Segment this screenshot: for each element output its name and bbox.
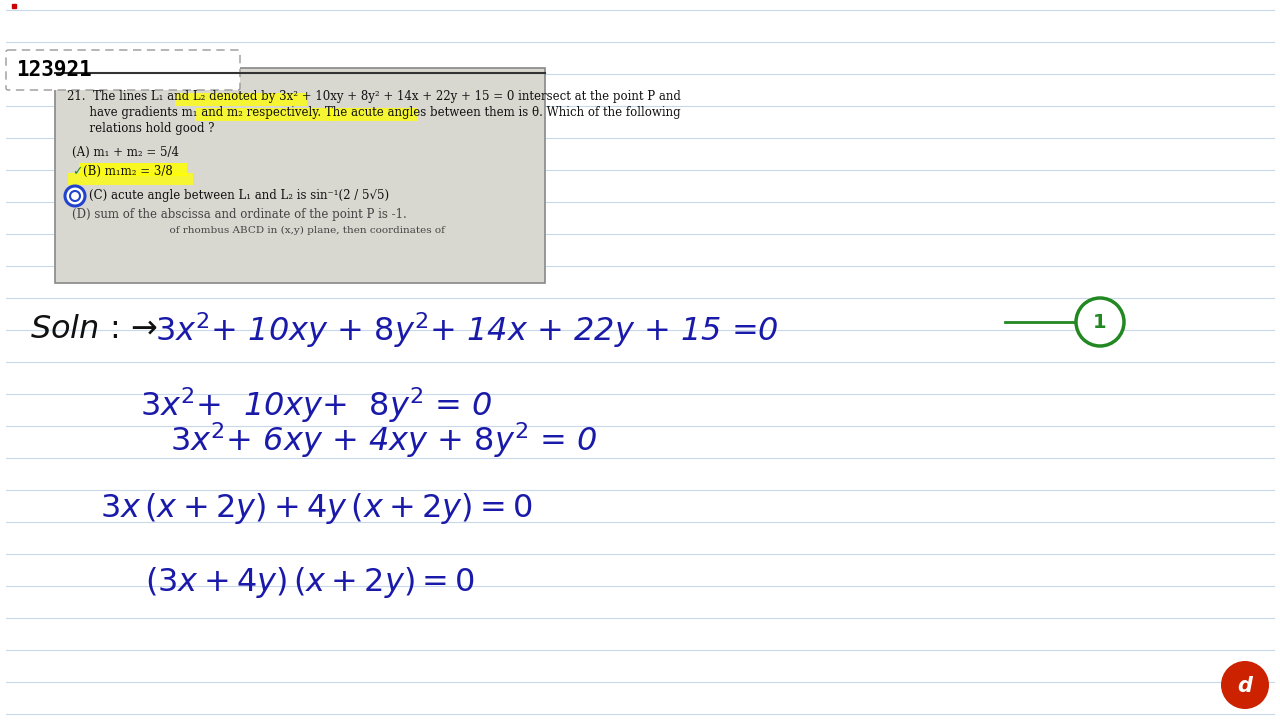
Circle shape	[70, 191, 79, 201]
Bar	[68, 173, 193, 185]
Circle shape	[1221, 661, 1268, 709]
Text: $3x^2$+  10xy+  $8y^2$ = 0: $3x^2$+ 10xy+ $8y^2$ = 0	[140, 385, 493, 425]
Text: of rhombus ABCD in (x,y) plane, then coordinates of: of rhombus ABCD in (x,y) plane, then coo…	[72, 226, 445, 235]
Text: (D) sum of the abscissa and ordinate of the point P is -1.: (D) sum of the abscissa and ordinate of …	[72, 208, 407, 221]
Text: $\mathit{Soln}$ : →: $\mathit{Soln}$ : →	[29, 315, 157, 346]
Bar	[175, 93, 307, 106]
Bar	[55, 68, 545, 283]
Bar	[330, 108, 419, 121]
Circle shape	[1076, 298, 1124, 346]
Text: $3x\,(x+ 2y) + 4y\,(x+2y) = 0$: $3x\,(x+ 2y) + 4y\,(x+2y) = 0$	[100, 490, 532, 526]
Text: relations hold good ?: relations hold good ?	[67, 122, 215, 135]
Text: d: d	[1238, 676, 1253, 696]
Text: ✓: ✓	[72, 165, 82, 178]
Text: (B) m₁m₂ = 3/8: (B) m₁m₂ = 3/8	[83, 165, 173, 178]
Circle shape	[65, 186, 84, 206]
Text: $3x^2$+ 6xy + 4xy + $8y^2$ = 0: $3x^2$+ 6xy + 4xy + $8y^2$ = 0	[170, 420, 598, 460]
Text: (C) acute angle between L₁ and L₂ is sin⁻¹(2 / 5√5): (C) acute angle between L₁ and L₂ is sin…	[90, 189, 389, 202]
Text: (A) m₁ + m₂ = 5/4: (A) m₁ + m₂ = 5/4	[72, 146, 179, 159]
Text: $(3x+ 4y)\,(x+ 2y) = 0$: $(3x+ 4y)\,(x+ 2y) = 0$	[145, 565, 475, 600]
Text: $3x^2$+ 10xy + $8y^2$+ 14x + 22y + 15 =0: $3x^2$+ 10xy + $8y^2$+ 14x + 22y + 15 =0	[155, 310, 778, 350]
Text: have gradients m₁ and m₂ respectively. The acute angles between them is θ. Which: have gradients m₁ and m₂ respectively. T…	[67, 106, 681, 119]
Text: 123921: 123921	[15, 60, 92, 80]
Text: 1: 1	[1093, 313, 1107, 333]
Bar	[79, 163, 187, 176]
FancyBboxPatch shape	[6, 50, 241, 90]
Text: 21.  The lines L₁ and L₂ denoted by 3x² + 10xy + 8y² + 14x + 22y + 15 = 0 inters: 21. The lines L₁ and L₂ denoted by 3x² +…	[67, 90, 681, 103]
Bar	[195, 108, 333, 121]
